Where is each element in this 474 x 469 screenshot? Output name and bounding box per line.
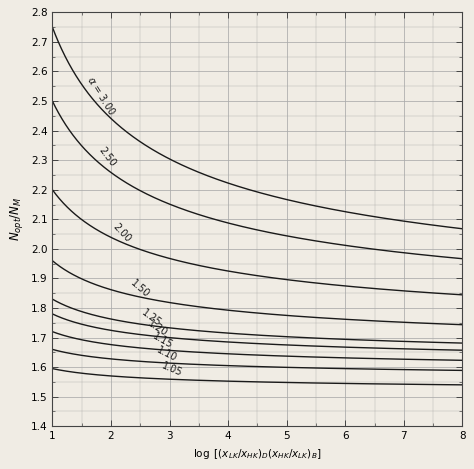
Text: 1.20: 1.20 — [146, 318, 170, 338]
Text: 2.50: 2.50 — [96, 146, 117, 169]
Text: $\alpha$ = 3.00: $\alpha$ = 3.00 — [84, 73, 118, 117]
Y-axis label: $N_{opt}/N_M$: $N_{opt}/N_M$ — [9, 197, 25, 242]
Text: 1.50: 1.50 — [128, 278, 151, 300]
Text: 1.05: 1.05 — [160, 361, 184, 378]
Text: 1.15: 1.15 — [151, 332, 174, 351]
Text: 1.10: 1.10 — [155, 345, 179, 363]
Text: 2.00: 2.00 — [111, 222, 133, 244]
Text: 1.25: 1.25 — [140, 307, 164, 328]
X-axis label: $\log\ [(x_{LK}/x_{HK})_D(x_{HK}/x_{LK})_B]$: $\log\ [(x_{LK}/x_{HK})_D(x_{HK}/x_{LK})… — [193, 446, 322, 461]
